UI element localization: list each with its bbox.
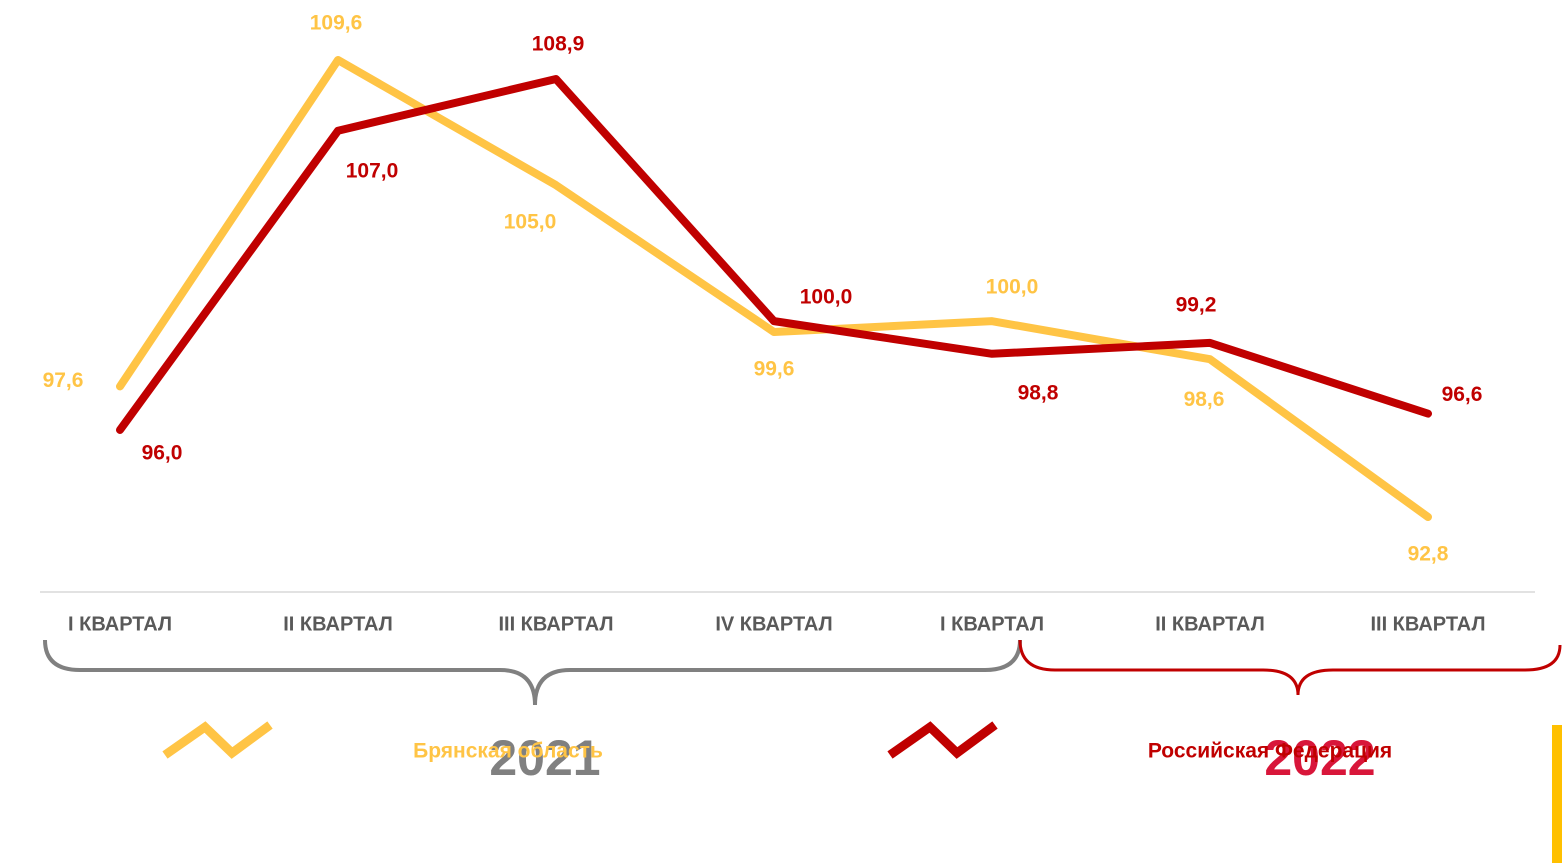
data-label: 96,0: [142, 441, 183, 464]
data-label: 97,6: [43, 369, 84, 392]
year-label: 2021: [489, 730, 600, 786]
x-tick-label: III КВАРТАЛ: [498, 613, 613, 635]
brace-2021: [43, 639, 1022, 706]
data-label: 107,0: [346, 159, 399, 182]
data-label: 109,6: [310, 12, 363, 35]
legend-label: Российская Федерация: [1148, 740, 1392, 763]
x-tick-label: II КВАРТАЛ: [1155, 613, 1265, 635]
x-tick-label: III КВАРТАЛ: [1370, 613, 1485, 635]
x-tick-label: II КВАРТАЛ: [283, 613, 393, 635]
brace-2022: [1018, 639, 1562, 696]
year-label: 2022: [1264, 730, 1375, 786]
data-label: 108,9: [532, 33, 585, 56]
legend-icon: [887, 721, 998, 759]
x-tick-label: I КВАРТАЛ: [940, 613, 1044, 635]
x-tick-label: IV КВАРТАЛ: [715, 613, 832, 635]
data-label: 100,0: [986, 276, 1039, 299]
data-label: 99,6: [754, 358, 795, 381]
data-label: 105,0: [504, 211, 557, 234]
decor: [1552, 725, 1562, 863]
x-tick-label: I КВАРТАЛ: [68, 613, 172, 635]
legend-icon: [162, 721, 273, 759]
data-label: 92,8: [1408, 543, 1449, 566]
data-label: 99,2: [1176, 293, 1217, 316]
data-label: 100,0: [800, 286, 853, 309]
series-line: [116, 75, 1432, 434]
data-label: 96,6: [1442, 383, 1483, 406]
series-line: [116, 56, 1432, 521]
data-label: 98,8: [1018, 381, 1059, 404]
legend-label: Брянская область: [413, 740, 603, 763]
data-label: 98,6: [1184, 388, 1225, 411]
